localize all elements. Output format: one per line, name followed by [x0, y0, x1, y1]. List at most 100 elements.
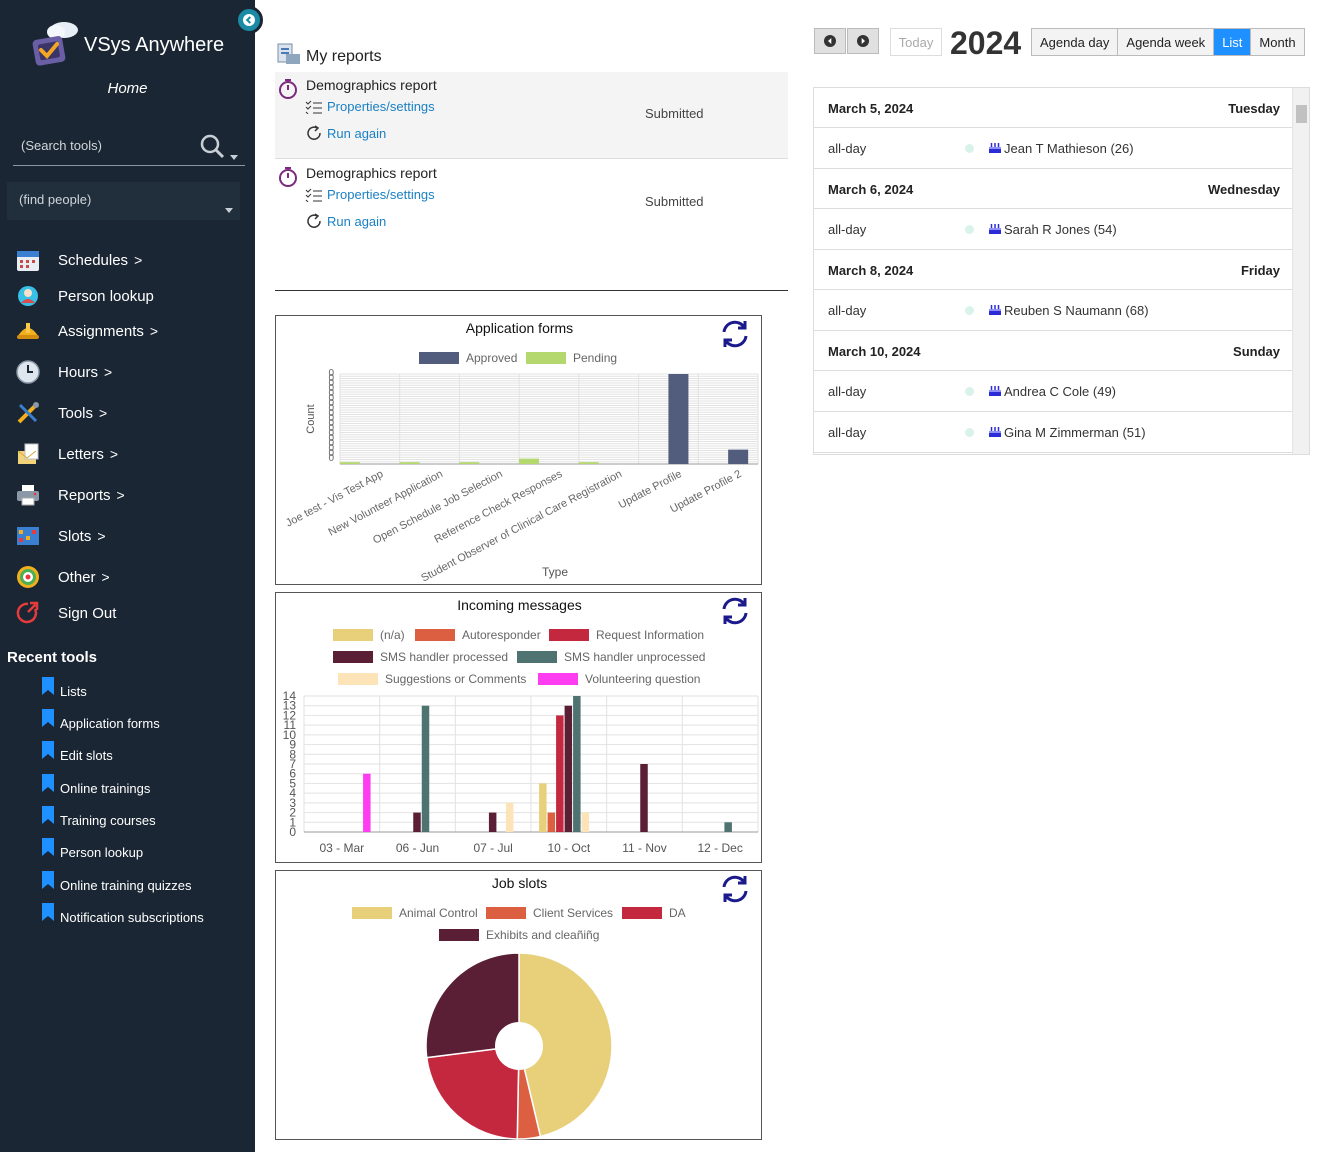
event-row[interactable]: all-day Jean T Mathieson (26)	[814, 128, 1294, 169]
x-tick-label: 03 - Mar	[319, 841, 364, 855]
recent-item-notification-subscriptions[interactable]: Notification subscriptions	[42, 903, 204, 925]
prev-icon	[824, 35, 836, 47]
day-header: March 10, 2024 Sunday	[814, 331, 1294, 371]
search-tools-input[interactable]	[21, 138, 191, 153]
nav-label: Hours	[58, 363, 99, 381]
chart-title: Incoming messages	[457, 597, 582, 613]
nav-label: Tools	[58, 404, 94, 422]
recent-tools-title: Recent tools	[7, 649, 98, 666]
report-status: Submitted	[645, 106, 704, 121]
app-logo-icon[interactable]	[28, 18, 82, 72]
nav-other[interactable]: Other >	[14, 562, 110, 592]
refresh-chart-icon[interactable]	[719, 595, 751, 627]
x-tick-label: 06 - Jun	[396, 841, 439, 855]
today-button[interactable]: Today	[890, 28, 942, 56]
pie-slice-animal-control	[518, 952, 613, 1138]
nav-person-lookup[interactable]: Person lookup	[14, 281, 160, 311]
recent-item-edit-slots[interactable]: Edit slots	[42, 741, 113, 763]
run-again-link[interactable]: Run again	[305, 212, 386, 230]
legend-label: Autoresponder	[462, 628, 541, 642]
nav-reports[interactable]: Reports >	[14, 480, 125, 510]
bookmark-icon	[42, 838, 54, 856]
birthday-cake-icon	[989, 427, 1001, 437]
event-dot-icon	[965, 428, 974, 437]
properties-settings-link[interactable]: Properties/settings	[305, 187, 435, 202]
find-people-caret-icon[interactable]	[225, 208, 233, 213]
legend-label: Exhibits and cleañiñg	[486, 928, 599, 942]
search-icon[interactable]	[199, 133, 227, 161]
day-header: March 5, 2024 Tuesday	[814, 88, 1294, 128]
legend-swatch	[549, 629, 589, 641]
nav-sign-out[interactable]: Sign Out	[14, 598, 116, 628]
person-globe-icon	[14, 282, 42, 310]
bar	[413, 812, 421, 832]
nav-slots[interactable]: Slots >	[14, 521, 106, 551]
checklist-icon	[305, 188, 325, 202]
event-dot-icon	[965, 306, 974, 315]
tools-icon	[14, 399, 42, 427]
refresh-chart-icon[interactable]	[719, 318, 751, 350]
recent-item-training-courses[interactable]: Training courses	[42, 806, 156, 828]
job-slots-panel: Job slots Animal Control Client Services D…	[275, 870, 762, 1140]
list-view-button[interactable]: List	[1214, 29, 1252, 55]
y-tick-label: 0	[328, 403, 334, 414]
nav-letters[interactable]: Letters >	[14, 439, 118, 469]
y-tick-label: 14	[283, 689, 297, 703]
run-again-link[interactable]: Run again	[305, 124, 386, 142]
agenda-week-button[interactable]: Agenda week	[1118, 29, 1215, 55]
report-row: Demographics report Properties/settings …	[275, 72, 788, 158]
refresh-icon	[305, 124, 325, 142]
app-title: VSys Anywhere	[84, 34, 225, 56]
event-row[interactable]: all-day Reuben S Naumann (68)	[814, 290, 1294, 331]
legend-label: DA	[669, 906, 686, 920]
my-reports-header: My reports	[276, 42, 382, 66]
nav-label: Assignments	[58, 322, 144, 340]
pie-slice-exhibits-and-cleaning	[425, 952, 520, 1059]
home-link[interactable]: Home	[107, 80, 148, 97]
search-dropdown-caret-icon[interactable]	[230, 155, 238, 160]
collapse-sidebar-button[interactable]	[235, 6, 263, 34]
event-row[interactable]: all-day Andrea C Cole (49)	[814, 371, 1294, 412]
event-row[interactable]: all-day Sarah R Jones (54)	[814, 209, 1294, 250]
calendar-list[interactable]: March 5, 2024 Tuesday all-day Jean T Mathi…	[813, 87, 1310, 455]
month-view-button[interactable]: Month	[1251, 29, 1304, 55]
nav-label: Letters	[58, 445, 104, 463]
y-tick-label: 10	[283, 728, 297, 742]
nav-schedules[interactable]: Schedules >	[14, 245, 142, 275]
recent-item-online-training-quizzes[interactable]: Online training quizzes	[42, 871, 192, 893]
bookmark-icon	[42, 774, 54, 792]
bar-approved	[728, 449, 749, 464]
recent-item-lists[interactable]: Lists	[42, 677, 87, 699]
chevron-right-icon: >	[104, 364, 113, 380]
y-tick-label: 0	[328, 438, 334, 449]
y-tick-label: 0	[328, 378, 334, 389]
chevron-left-icon	[243, 14, 255, 26]
find-people-input[interactable]	[19, 192, 209, 207]
y-tick-label: 0	[328, 423, 334, 434]
nav-assignments[interactable]: Assignments >	[14, 316, 158, 346]
calendar-next-button[interactable]	[847, 28, 879, 54]
scrollbar-thumb[interactable]	[1296, 105, 1307, 123]
recent-item-application-forms[interactable]: Application forms	[42, 709, 160, 731]
application-forms-panel: Application forms Approved Pending 0 0 0 0 0 0 0…	[275, 315, 762, 585]
x-tick-label: 07 - Jul	[473, 841, 512, 855]
calendar-scrollbar[interactable]	[1292, 88, 1309, 454]
refresh-chart-icon[interactable]	[719, 873, 751, 905]
clock-icon	[14, 358, 42, 386]
bar	[421, 705, 430, 832]
report-divider	[275, 158, 788, 159]
nav-hours[interactable]: Hours >	[14, 357, 112, 387]
calendar-prev-button[interactable]	[814, 28, 846, 54]
nav-tools[interactable]: Tools >	[14, 398, 107, 428]
slots-grid-icon	[14, 522, 42, 550]
event-row[interactable]: all-day Gina M Zimmerman (51)	[814, 412, 1294, 453]
recent-item-online-trainings[interactable]: Online trainings	[42, 774, 150, 796]
bar	[564, 705, 573, 832]
agenda-day-button[interactable]: Agenda day	[1032, 29, 1119, 55]
x-tick-label: 10 - Oct	[547, 841, 590, 855]
y-tick-label: 0	[328, 428, 334, 439]
my-reports-title: My reports	[306, 48, 382, 65]
properties-settings-link[interactable]: Properties/settings	[305, 99, 435, 114]
recent-item-person-lookup[interactable]: Person lookup	[42, 838, 143, 860]
